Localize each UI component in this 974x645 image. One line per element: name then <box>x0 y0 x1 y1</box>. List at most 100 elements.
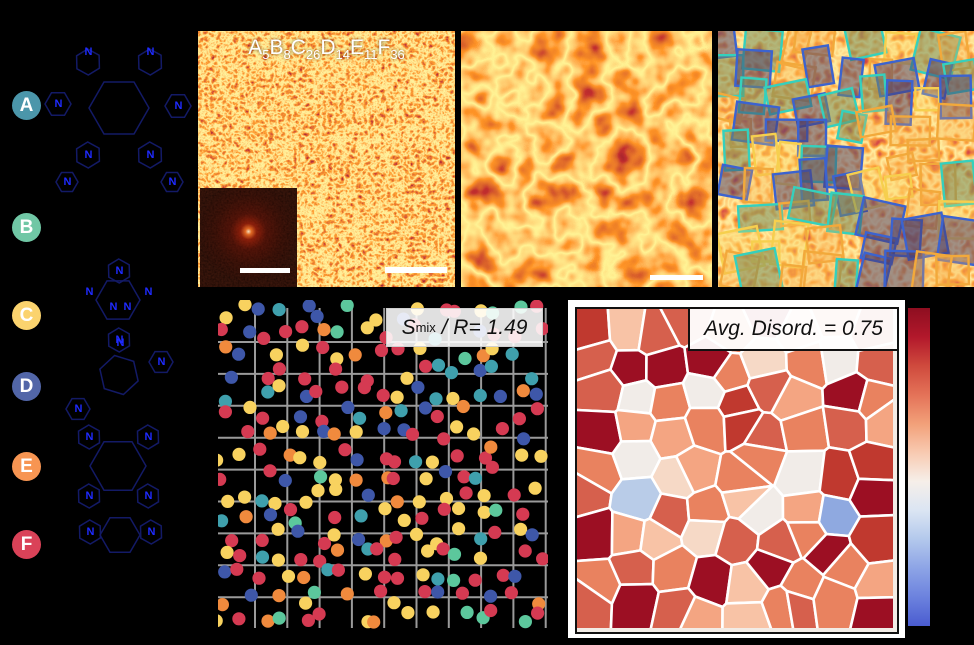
molecule-dot-d <box>263 508 278 522</box>
molecule-dot-f <box>214 322 228 337</box>
stm-detection-panel <box>718 31 974 287</box>
molecule-dot-c <box>269 348 283 362</box>
nitrogen-atom-label: N <box>157 356 166 368</box>
molecule-dot-f <box>328 510 342 525</box>
molecule-dot-d <box>251 302 265 316</box>
molecule-ring <box>148 350 174 374</box>
molecule-dot-b <box>314 470 328 484</box>
molecule-dot-f <box>374 343 389 357</box>
detection-box <box>722 128 751 172</box>
molecule-dot-d <box>525 528 539 542</box>
molecule-dot-a <box>473 388 487 403</box>
detection-box <box>733 246 785 287</box>
nitrogen-atom-label: N <box>109 301 118 313</box>
molecule-dot-d <box>517 432 531 446</box>
molecule-ring <box>95 280 141 320</box>
molecule-ring <box>88 81 150 135</box>
molecule-dot-c <box>401 606 415 620</box>
legend-item-e: E <box>12 452 41 481</box>
molecule-dot-f <box>459 486 473 500</box>
molecule-dot-a <box>429 392 443 406</box>
molecule-dot-f <box>255 533 269 547</box>
molecule-dot-c <box>327 528 341 542</box>
molecule-dot-d <box>302 299 316 313</box>
molecule-dot-f <box>516 507 530 521</box>
molecule-dot-c <box>238 490 252 504</box>
molecule-dot-f <box>418 585 432 599</box>
detection-box <box>883 172 914 201</box>
molecule-dot-c <box>295 338 310 352</box>
molecule-dot-b <box>518 615 532 629</box>
voronoi-plot-frame: Avg. Disord. = 0.75 <box>575 307 899 634</box>
composition-formula: A5B8C26D14E11F36 <box>248 36 405 63</box>
molecule-dot-f <box>315 414 329 428</box>
molecule-dot-f <box>507 488 521 502</box>
molecule-dot-b <box>458 351 472 366</box>
molecule-dot-c <box>238 298 252 312</box>
molecule-ring <box>78 519 102 545</box>
nitrogen-atom-label: N <box>116 337 125 349</box>
molecule-ring <box>107 258 131 284</box>
molecule-dot-a <box>409 455 423 469</box>
nitrogen-atom-label: N <box>146 149 155 161</box>
smix-symbol: S <box>401 315 416 339</box>
molecule-dot-c <box>416 568 430 582</box>
molecule-dot-d <box>341 400 355 414</box>
molecule-dot-f <box>387 455 402 469</box>
molecule-dot-e <box>348 348 362 362</box>
molecule-dot-a <box>431 358 446 372</box>
molecule-dot-f <box>338 443 352 457</box>
molecule-dot-a <box>431 572 445 586</box>
molecule-ring <box>136 483 160 509</box>
molecule-dot-f <box>331 563 345 577</box>
molecule-dot-d <box>291 524 305 538</box>
detection-box <box>843 31 888 62</box>
molecule-dot-f <box>390 571 405 585</box>
avg-disorder-label: Avg. Disord. = 0.75 <box>704 317 883 340</box>
smix-subscript: mix <box>415 320 436 335</box>
molecule-dot-a <box>272 303 286 317</box>
molecule-dot-e <box>263 426 277 440</box>
molecule-dot-f <box>436 542 450 556</box>
molecule-dot-f <box>218 405 232 419</box>
molecule-ring <box>139 519 163 545</box>
nitrogen-atom-label: N <box>144 490 153 502</box>
molecule-dot-d <box>352 532 366 547</box>
molecule-dot-f <box>309 384 323 399</box>
molecule-dot-c <box>412 495 426 509</box>
molecule-dot-c <box>409 527 424 541</box>
molecule-ring <box>107 327 131 353</box>
molecule-dot-f <box>531 606 545 620</box>
molecule-dot-d <box>431 585 445 599</box>
molecule-dot-c <box>477 489 491 503</box>
molecule-dot-c <box>329 482 343 496</box>
molecule-ring <box>77 483 101 509</box>
molecule-dot-c <box>425 455 439 469</box>
molecule-dot-d <box>411 380 425 394</box>
molecule-dot-f <box>230 562 244 576</box>
molecule-ring <box>136 424 160 450</box>
molecule-dot-f <box>468 573 482 587</box>
molecule-dot-c <box>311 484 325 498</box>
molecule-ring <box>137 141 163 169</box>
molecule-dot-f <box>376 388 390 402</box>
molecule-dot-f <box>252 571 266 585</box>
molecule-dot-f <box>253 442 267 456</box>
molecule-dot-c <box>378 502 392 516</box>
voronoi-cell <box>781 489 825 524</box>
molecule-dot-f <box>374 584 388 598</box>
molecule-dot-e <box>516 384 530 398</box>
voronoi-cell <box>847 440 897 482</box>
molecule-dot-f <box>419 359 433 373</box>
nitrogen-atom-label: N <box>168 176 177 188</box>
molecule-ring <box>164 93 192 119</box>
legend-item-f: F <box>12 530 41 559</box>
molecule-dot-f <box>298 372 312 386</box>
molecule-dot-a <box>215 514 229 528</box>
molecule-dot-b <box>307 585 321 599</box>
molecule-dot-f <box>316 340 330 355</box>
molecule-dot-c <box>299 596 313 610</box>
molecule-dot-f <box>257 331 271 345</box>
